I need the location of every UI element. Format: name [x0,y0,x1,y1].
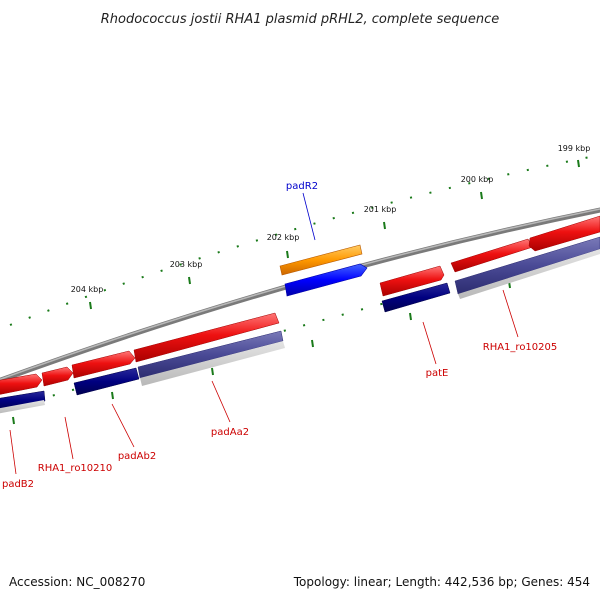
gene-padR2[interactable] [279,244,368,297]
gene-label-padR2[interactable]: padR2 [286,181,318,192]
callout-ro10210 [64,416,74,460]
gene-label-RHA1_ro10210[interactable]: RHA1_ro10210 [38,463,113,474]
cds-block-left[interactable] [0,330,285,414]
callout-ro10205 [502,289,519,338]
map-title: Rhodococcus jostii RHA1 plasmid pRHL2, c… [101,12,499,27]
kbp-label: 200 kbp [461,175,494,184]
callout-padR2 [302,192,316,241]
gene-labels: padR2 patE RHA1_ro10205 padAa2 padAb2 RH… [2,181,557,490]
sequence-summary: Topology: linear; Length: 442,536 bp; Ge… [293,575,590,589]
gene-label-padB2[interactable]: padB2 [2,479,34,490]
callout-patE [422,321,437,365]
gene-block-left[interactable] [0,312,280,395]
gene-label-patE[interactable]: patE [426,368,449,379]
kbp-label: 202 kbp [267,233,300,242]
kbp-label: 203 kbp [170,260,203,269]
callout-padAb2 [111,403,135,448]
callout-padAa2 [211,380,231,423]
accession-text: Accession: NC_008270 [9,575,145,589]
gene-callouts [9,192,519,475]
kbp-label: 199 kbp [558,144,591,153]
gene-label-padAb2[interactable]: padAb2 [118,451,156,462]
gene-label-RHA1_ro10205[interactable]: RHA1_ro10205 [483,342,558,353]
major-ticks-outer [89,159,580,310]
gene-block-right[interactable] [379,215,600,313]
sequence-backbone [0,207,600,384]
kbp-label: 201 kbp [364,205,397,214]
gene-label-padAa2[interactable]: padAa2 [211,427,249,438]
callout-padB2 [9,429,17,475]
kbp-label: 204 kbp [71,285,104,294]
kbp-labels: 204 kbp 203 kbp 202 kbp 201 kbp 200 kbp … [71,144,591,294]
